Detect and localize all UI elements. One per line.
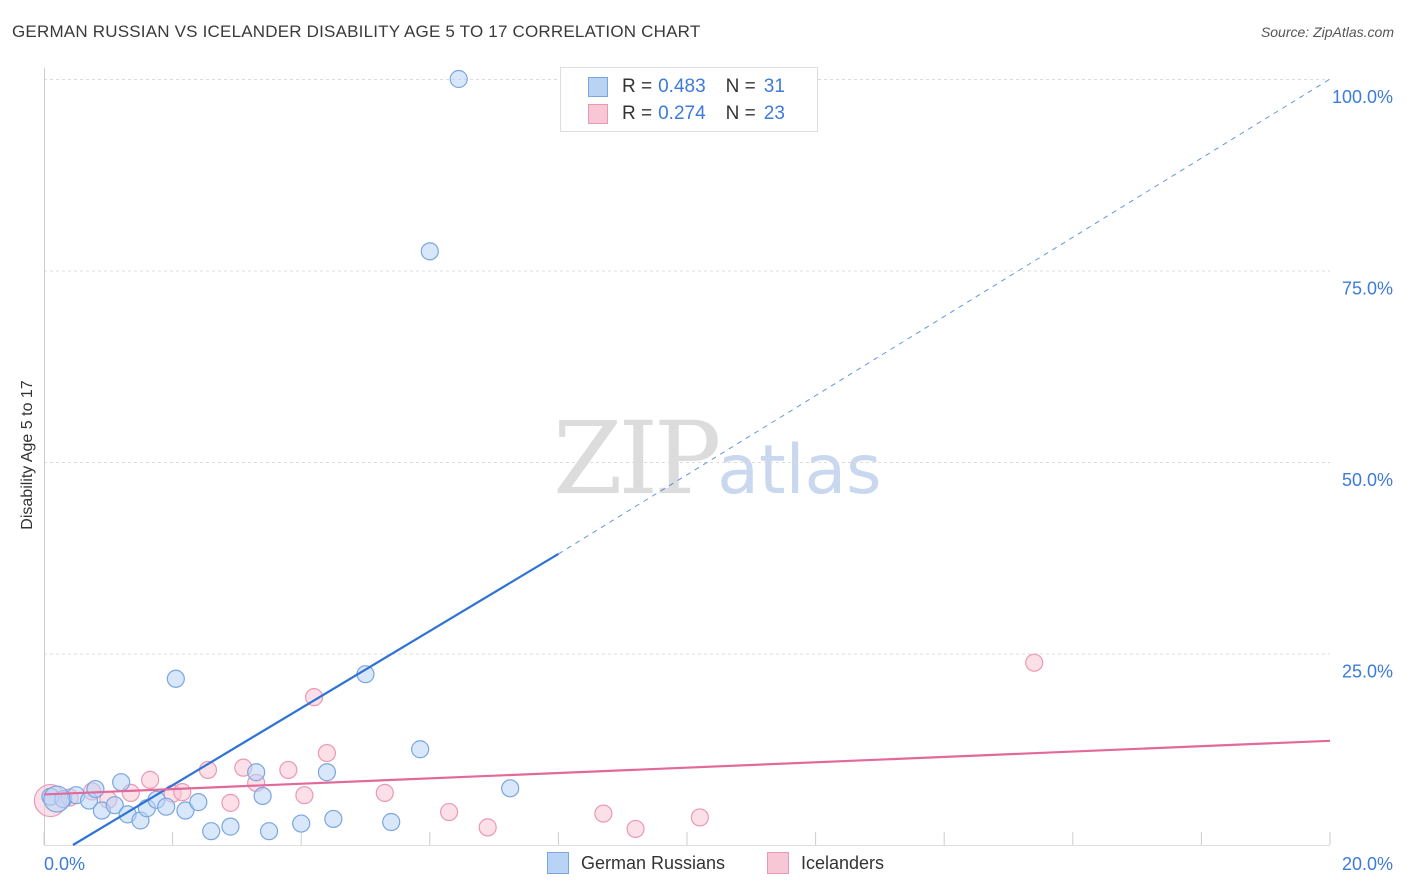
german-russians-point [253,786,272,806]
legend-row-german-russians: R = 0.483 N = 31 [561,74,785,100]
legend-row-icelanders: R = 0.274 N = 23 [561,101,785,127]
icelanders-point [317,743,337,763]
bottom-legend-swatch-pink [767,852,789,874]
correlation-legend: R = 0.483 N = 31 R = 0.274 N = 23 [560,67,818,132]
legend-n-value: 31 [763,76,785,97]
icelanders-point [1025,653,1044,672]
legend-r-label: R = [622,103,653,124]
legend-r-value: 0.274 [658,103,706,124]
icelanders-point [690,808,709,827]
x-tick-label: 20.0% [1342,854,1393,874]
bottom-legend-label: German Russians [581,852,726,873]
icelanders-point [375,783,394,803]
icelanders-point [221,793,240,812]
watermark-zip: ZIP [553,400,721,517]
legend-n-label: N = [725,103,756,124]
german-russians-trendline [72,552,559,846]
legend-swatch-pink [588,104,608,124]
bottom-legend-swatch-blue [547,852,569,874]
watermark-atlas: atlas [717,431,882,510]
y-tick-label: 50.0% [1342,470,1393,490]
x-tick-label: 0.0% [44,854,85,874]
german-russians-point [449,69,468,89]
german-russians-point [157,797,176,816]
german-russians-point [259,822,279,841]
y-tick-label: 100.0% [1332,87,1393,107]
german-russians-point [176,801,195,820]
german-russians-trendline-extension [558,78,1331,555]
legend-r-label: R = [622,76,653,97]
icelanders-point [626,819,645,839]
y-tick-label: 75.0% [1342,279,1393,299]
german-russians-point [202,822,221,841]
german-russians-point [324,809,343,829]
german-russians-point [317,763,337,782]
german-russians-point [86,779,105,799]
y-tick-label: 25.0% [1342,662,1393,682]
zipatlas-watermark: ZIPatlas [553,400,882,517]
icelanders-point [279,760,298,780]
icelanders-trendline [43,739,1331,796]
chart-title: GERMAN RUSSIAN VS ICELANDER DISABILITY A… [12,22,701,41]
german-russians-point [420,242,439,261]
icelanders-point [439,802,459,822]
bottom-legend-label: Icelanders [801,852,885,873]
source-label: Source: ZipAtlas.com [1260,24,1394,40]
icelanders-point [478,818,497,837]
german-russians-point [382,812,401,832]
legend-n-value: 23 [763,103,785,124]
german-russians-point [189,793,208,812]
icelanders-point [140,770,160,789]
legend-r-value: 0.483 [658,76,706,97]
bottom-legend-icelanders: Icelanders [767,852,884,874]
icelanders-point [295,786,314,805]
y-axis-label: Disability Age 5 to 17 [19,380,36,530]
german-russians-point [292,814,311,833]
icelanders-point [173,783,192,802]
german-russians-point [105,796,124,815]
german-russians-point [501,779,520,798]
german-russians-point [166,669,185,688]
german-russians-point [43,785,71,813]
bottom-legend-german-russians: German Russians [547,852,725,874]
icelanders-point [594,804,613,823]
german-russians-point [411,740,430,759]
german-russians-point [247,763,266,782]
legend-n-label: N = [725,76,756,97]
german-russians-point [221,817,240,836]
icelanders-point [304,688,324,707]
german-russians-point [112,773,131,792]
legend-swatch-blue [588,77,608,97]
